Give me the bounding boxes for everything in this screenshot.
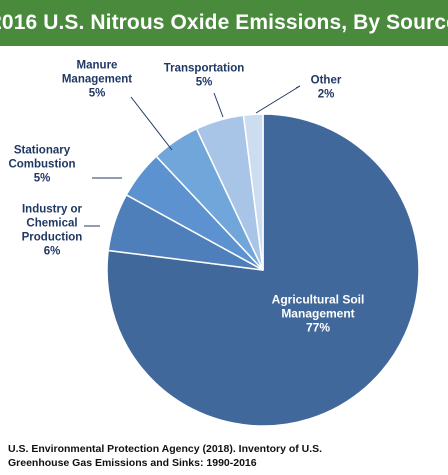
slices-layer bbox=[106, 113, 420, 427]
slice-value-manure-management: 5% bbox=[89, 88, 106, 100]
slice-label-agricultural-soil-management-2: Management bbox=[281, 307, 354, 321]
pie-slice-other bbox=[242, 113, 264, 271]
slice-label-other-1: Other bbox=[311, 75, 342, 87]
leaders-layer bbox=[84, 85, 301, 227]
slice-label-manure-management-1: Manure bbox=[77, 60, 118, 72]
slice-value-transportation: 5% bbox=[196, 77, 213, 89]
chart-title: 2016 U.S. Nitrous Oxide Emissions, By So… bbox=[0, 11, 448, 34]
slice-label-stationary-combustion-2: Combustion bbox=[8, 159, 75, 171]
source-line-2: Greenhouse Gas Emissions and Sinks: 1990… bbox=[8, 457, 257, 469]
slice-label-industry-or-chemical-production-1: Industry or bbox=[22, 204, 83, 216]
slice-label-stationary-combustion-1: Stationary bbox=[14, 145, 71, 157]
slice-value-stationary-combustion: 5% bbox=[34, 173, 51, 185]
leader-line-manure-management bbox=[130, 96, 173, 151]
leader-line-transportation bbox=[213, 92, 224, 118]
slice-label-manure-management-2: Management bbox=[62, 74, 132, 86]
slice-value-industry-or-chemical-production: 6% bbox=[44, 246, 61, 258]
leader-line-other bbox=[255, 85, 301, 114]
slice-label-transportation-1: Transportation bbox=[164, 63, 245, 75]
slice-value-agricultural-soil-management: 77% bbox=[306, 321, 330, 335]
slice-label-agricultural-soil-management-1: Agricultural Soil bbox=[272, 293, 365, 307]
pie-slice-agricultural-soil-management bbox=[106, 113, 420, 427]
slice-label-industry-or-chemical-production-3: Production bbox=[22, 232, 83, 244]
slice-value-other: 2% bbox=[318, 89, 335, 101]
title-bar: 2016 U.S. Nitrous Oxide Emissions, By So… bbox=[0, 0, 448, 46]
slice-label-industry-or-chemical-production-2: Chemical bbox=[26, 218, 77, 230]
source-note: U.S. Environmental Protection Agency (20… bbox=[8, 442, 448, 470]
source-line-1: U.S. Environmental Protection Agency (20… bbox=[8, 443, 323, 455]
